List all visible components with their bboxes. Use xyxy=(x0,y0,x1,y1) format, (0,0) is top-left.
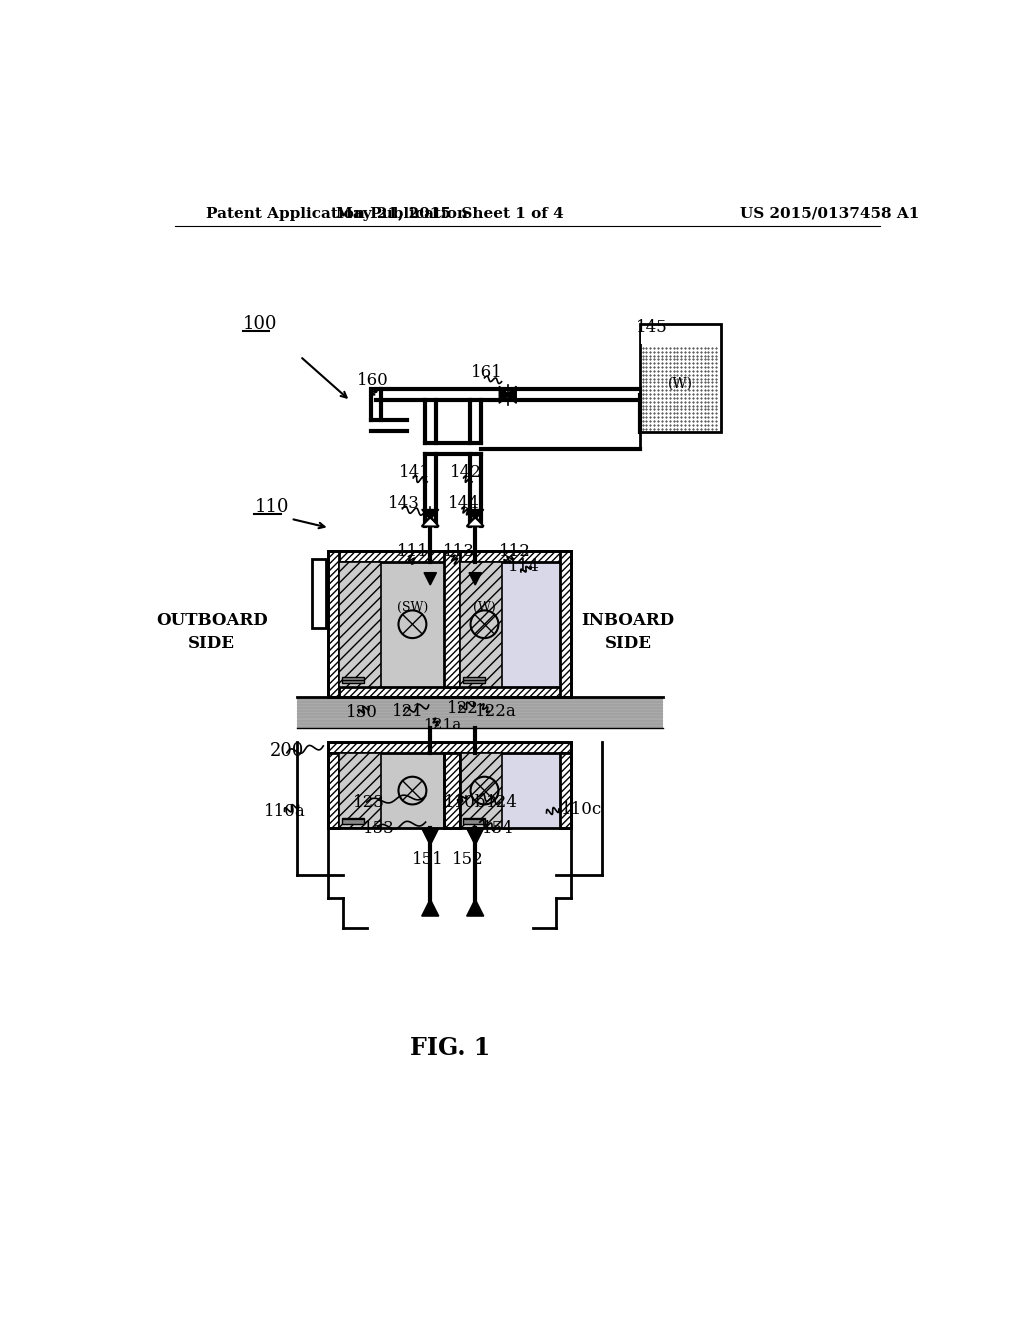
Bar xyxy=(339,752,444,829)
Text: 121a: 121a xyxy=(423,718,462,733)
Text: 110c: 110c xyxy=(560,800,602,817)
Polygon shape xyxy=(467,516,483,527)
Polygon shape xyxy=(424,573,436,585)
Bar xyxy=(444,552,460,686)
Bar xyxy=(312,558,327,628)
Text: 122a: 122a xyxy=(475,702,517,719)
Text: 110a: 110a xyxy=(263,803,305,820)
Text: 110b: 110b xyxy=(444,793,486,810)
Bar xyxy=(463,818,484,825)
Text: 114: 114 xyxy=(508,558,540,576)
Bar xyxy=(342,818,364,825)
Bar xyxy=(641,327,719,345)
Text: (W): (W) xyxy=(473,601,496,614)
Text: 124: 124 xyxy=(486,793,518,810)
Text: (SW): (SW) xyxy=(397,601,428,614)
Bar xyxy=(463,677,484,682)
Text: 130: 130 xyxy=(346,705,378,721)
Bar xyxy=(339,752,381,829)
Bar xyxy=(460,562,560,686)
Polygon shape xyxy=(500,387,509,404)
Text: US 2015/0137458 A1: US 2015/0137458 A1 xyxy=(740,207,920,220)
Text: 111: 111 xyxy=(397,543,429,560)
Text: Patent Application Publication: Patent Application Publication xyxy=(206,207,468,220)
Text: OUTBOARD
SIDE: OUTBOARD SIDE xyxy=(156,612,267,652)
Text: 112: 112 xyxy=(499,543,530,560)
Bar xyxy=(641,346,719,430)
Text: 151: 151 xyxy=(412,850,443,867)
Text: 141: 141 xyxy=(399,465,431,480)
Polygon shape xyxy=(422,829,438,845)
Polygon shape xyxy=(467,829,483,845)
Text: 144: 144 xyxy=(449,495,480,512)
Bar xyxy=(460,752,503,829)
Text: 143: 143 xyxy=(388,495,420,512)
Text: 122: 122 xyxy=(447,701,479,718)
Text: 153: 153 xyxy=(362,820,394,837)
Bar xyxy=(328,686,571,697)
Text: (W): (W) xyxy=(668,376,692,391)
Polygon shape xyxy=(467,510,483,520)
Text: 113: 113 xyxy=(442,543,474,560)
Bar xyxy=(297,697,663,729)
Polygon shape xyxy=(422,510,438,520)
Text: 121: 121 xyxy=(391,702,423,719)
Text: 200: 200 xyxy=(270,742,304,760)
Text: 110: 110 xyxy=(254,498,289,516)
Bar xyxy=(560,752,571,829)
Bar xyxy=(328,752,339,829)
Bar xyxy=(460,752,560,829)
Polygon shape xyxy=(422,899,438,916)
Polygon shape xyxy=(469,573,481,585)
Text: 123: 123 xyxy=(352,793,385,810)
Bar xyxy=(339,562,444,686)
Bar xyxy=(342,677,364,682)
Polygon shape xyxy=(467,899,483,916)
Bar xyxy=(444,752,460,829)
Bar xyxy=(328,552,339,697)
Text: 154: 154 xyxy=(482,820,514,837)
Polygon shape xyxy=(506,387,516,404)
Polygon shape xyxy=(422,516,438,527)
Bar xyxy=(640,323,721,432)
Text: 160: 160 xyxy=(357,372,389,388)
Text: 161: 161 xyxy=(471,364,503,381)
Bar xyxy=(328,552,571,562)
Bar xyxy=(339,562,381,686)
Text: 142: 142 xyxy=(450,465,481,480)
Text: May 21, 2015  Sheet 1 of 4: May 21, 2015 Sheet 1 of 4 xyxy=(336,207,563,220)
Text: FIG. 1: FIG. 1 xyxy=(410,1036,489,1060)
Bar xyxy=(460,562,503,686)
Bar xyxy=(376,389,640,400)
Bar xyxy=(328,742,571,752)
Text: 145: 145 xyxy=(636,319,668,337)
Text: 100: 100 xyxy=(243,315,278,333)
Text: INBOARD
SIDE: INBOARD SIDE xyxy=(582,612,675,652)
Text: 152: 152 xyxy=(452,850,483,867)
Bar xyxy=(560,552,571,697)
